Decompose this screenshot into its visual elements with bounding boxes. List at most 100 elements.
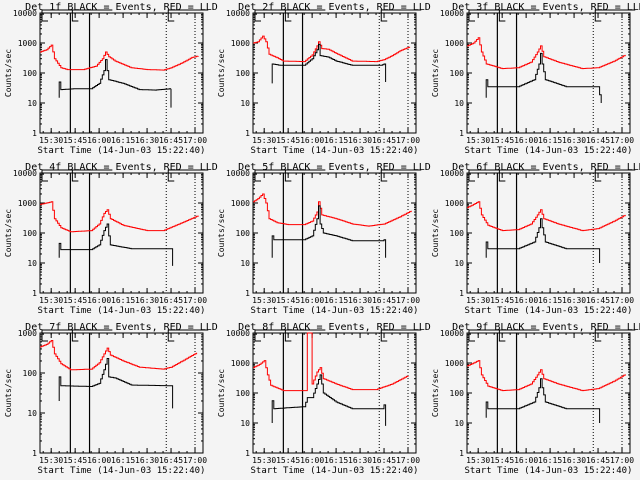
y-tick-label: 10 — [240, 419, 250, 428]
y-tick-label: 100 — [450, 69, 465, 78]
lld-series-line — [467, 360, 626, 392]
x-tick-label: 17:00 — [183, 296, 207, 305]
y-tick-label: 10 — [454, 419, 464, 428]
x-tick-label: 17:00 — [396, 456, 420, 465]
chart-title: Det 6f BLACK = Events, RED = LLD — [452, 162, 640, 173]
interval-marker — [594, 9, 636, 22]
y-tick-label: 1000 — [18, 199, 37, 208]
y-tick-label: 10 — [27, 99, 37, 108]
events-series-line — [485, 52, 602, 103]
x-tick-label: 16:30 — [562, 136, 586, 145]
lld-series-line — [40, 44, 199, 71]
interval-marker — [71, 9, 113, 22]
interval-marker — [41, 9, 82, 22]
interval-marker — [380, 169, 422, 182]
y-axis-label: Counts/sec — [217, 369, 226, 417]
x-tick-label: 16:45 — [372, 296, 396, 305]
x-tick-label: 16:00 — [87, 136, 111, 145]
x-tick-label: 16:00 — [514, 456, 538, 465]
x-tick-label: 16:45 — [372, 136, 396, 145]
interval-marker — [41, 169, 82, 182]
x-tick-label: 16:30 — [562, 456, 586, 465]
interval-marker — [254, 169, 295, 182]
plot-frame — [466, 332, 631, 454]
x-axis-label: Start Time (14-Jun-03 15:22:40) — [251, 146, 419, 156]
y-axis-label: Counts/sec — [431, 369, 440, 417]
x-axis-label: Start Time (14-Jun-03 15:22:40) — [465, 306, 633, 316]
interval-marker — [284, 169, 326, 182]
x-tick-label: 16:30 — [348, 296, 372, 305]
x-tick-label: 15:45 — [63, 456, 87, 465]
y-axis-label: Counts/sec — [431, 49, 440, 97]
x-axis-label: Start Time (14-Jun-03 15:22:40) — [465, 146, 633, 156]
x-tick-label: 16:15 — [111, 136, 135, 145]
panel-det-5: Det 5f BLACK = Events, RED = LLD 1 10 100 10… — [217, 162, 431, 316]
chart-title: Det 7f BLACK = Events, RED = LLD — [25, 322, 218, 333]
interval-marker — [468, 329, 509, 342]
x-tick-label: 16:30 — [135, 296, 159, 305]
x-axis-label: Start Time (14-Jun-03 15:22:40) — [38, 466, 206, 476]
x-tick-label: 16:00 — [87, 296, 111, 305]
x-tick-label: 16:15 — [324, 296, 348, 305]
interval-marker — [254, 9, 295, 22]
x-tick-label: 15:45 — [490, 456, 514, 465]
y-tick-label: 1 — [32, 129, 37, 138]
lld-series-line — [467, 37, 626, 70]
x-tick-label: 15:30 — [252, 296, 276, 305]
x-tick-label: 16:15 — [111, 456, 135, 465]
y-axis-label: Counts/sec — [431, 209, 440, 257]
lld-series-line — [253, 332, 409, 392]
panel-det-7: Det 7f BLACK = Events, RED = LLD 1 10 100 10… — [4, 322, 218, 476]
interval-marker — [41, 329, 82, 342]
events-series-line — [58, 223, 174, 266]
x-tick-label: 15:45 — [490, 296, 514, 305]
y-tick-label: 10000 — [13, 9, 37, 18]
y-tick-label: 1000 — [445, 359, 464, 368]
panel-det-1: Det 1f BLACK = Events, RED = LLD 1 10 100 10… — [4, 2, 218, 156]
x-tick-label: 16:45 — [586, 456, 610, 465]
chart-title: Det 8f BLACK = Events, RED = LLD — [238, 322, 431, 333]
x-tick-label: 17:00 — [610, 296, 634, 305]
x-tick-label: 16:15 — [111, 296, 135, 305]
y-tick-label: 100 — [236, 229, 251, 238]
x-tick-label: 17:00 — [183, 456, 207, 465]
x-tick-label: 16:00 — [514, 136, 538, 145]
events-series-line — [58, 358, 174, 409]
x-axis-label: Start Time (14-Jun-03 15:22:40) — [465, 466, 633, 476]
x-tick-label: 15:45 — [276, 456, 300, 465]
x-tick-label: 16:45 — [372, 456, 396, 465]
y-tick-label: 1000 — [18, 329, 37, 338]
panel-det-9: Det 9f BLACK = Events, RED = LLD 1 10 100 10… — [431, 322, 640, 476]
plot-frame — [39, 172, 204, 294]
x-tick-label: 15:30 — [252, 456, 276, 465]
y-tick-label: 1000 — [445, 199, 464, 208]
x-tick-label: 16:00 — [300, 136, 324, 145]
x-tick-label: 16:30 — [348, 456, 372, 465]
x-tick-label: 15:30 — [39, 456, 63, 465]
y-tick-label: 1000 — [18, 39, 37, 48]
interval-marker — [380, 9, 422, 22]
y-tick-label: 100 — [23, 69, 38, 78]
x-tick-label: 15:30 — [466, 296, 490, 305]
x-tick-label: 15:30 — [39, 296, 63, 305]
y-tick-label: 1 — [459, 449, 464, 458]
interval-marker — [284, 9, 326, 22]
y-tick-label: 100 — [23, 369, 38, 378]
x-tick-label: 15:45 — [276, 136, 300, 145]
chart-title: Det 5f BLACK = Events, RED = LLD — [238, 162, 431, 173]
y-tick-label: 10 — [240, 259, 250, 268]
y-tick-label: 10000 — [226, 329, 250, 338]
y-axis-label: Counts/sec — [4, 369, 13, 417]
y-tick-label: 1000 — [231, 199, 250, 208]
y-tick-label: 10000 — [13, 169, 37, 178]
x-tick-label: 17:00 — [610, 456, 634, 465]
x-tick-label: 16:45 — [159, 456, 183, 465]
y-tick-label: 1000 — [231, 39, 250, 48]
y-tick-label: 100 — [236, 69, 251, 78]
x-tick-label: 16:45 — [159, 296, 183, 305]
y-axis-label: Counts/sec — [4, 49, 13, 97]
plot-frame — [252, 172, 417, 294]
interval-marker — [71, 329, 113, 342]
events-series-line — [271, 43, 387, 84]
